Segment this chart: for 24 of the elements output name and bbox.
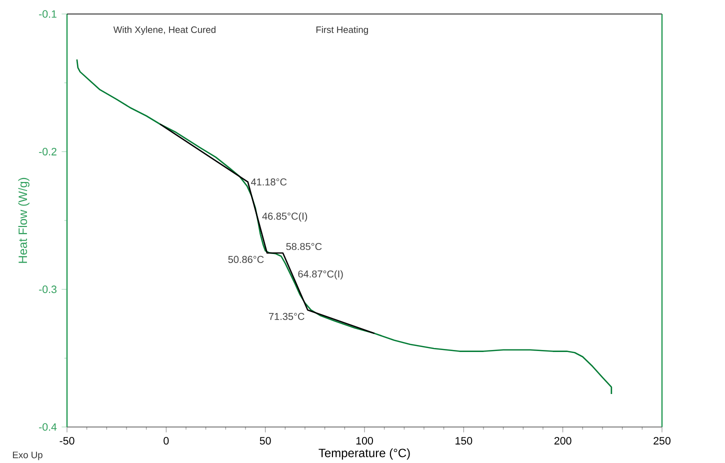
annotation: With Xylene, Heat Cured xyxy=(113,26,216,35)
annotation: 50.86°C xyxy=(228,256,264,263)
annotation: 46.85°C(I) xyxy=(262,212,308,222)
annotation: First Heating xyxy=(316,26,368,35)
line-series xyxy=(159,123,376,334)
x-tick-label: 100 xyxy=(356,437,373,445)
y-tick-label: -0.2 xyxy=(39,148,56,156)
y-tick-label: -0.4 xyxy=(39,423,57,431)
line-series xyxy=(76,58,612,395)
y-tick-label: -0.3 xyxy=(39,286,56,294)
annotation: 71.35°C xyxy=(269,312,304,320)
annotation: 64.87°C(I) xyxy=(298,270,343,280)
x-tick-label: 250 xyxy=(654,437,670,445)
annotation: 41.18°C xyxy=(251,178,287,186)
x-tick-label: 150 xyxy=(456,437,472,445)
x-tick-label: -50 xyxy=(60,437,74,445)
x-axis-title: Temperature (°C) xyxy=(318,448,410,460)
x-tick-label: 200 xyxy=(554,437,572,445)
text: Exo Up xyxy=(12,452,42,460)
x-tick-label: 50 xyxy=(260,437,271,445)
x-tick-label: 0 xyxy=(164,437,169,445)
y-axis-title: Heat Flow (W/g) xyxy=(18,178,30,263)
annotation: 58.85°C xyxy=(286,242,322,250)
y-tick-label: -0.1 xyxy=(39,10,56,18)
